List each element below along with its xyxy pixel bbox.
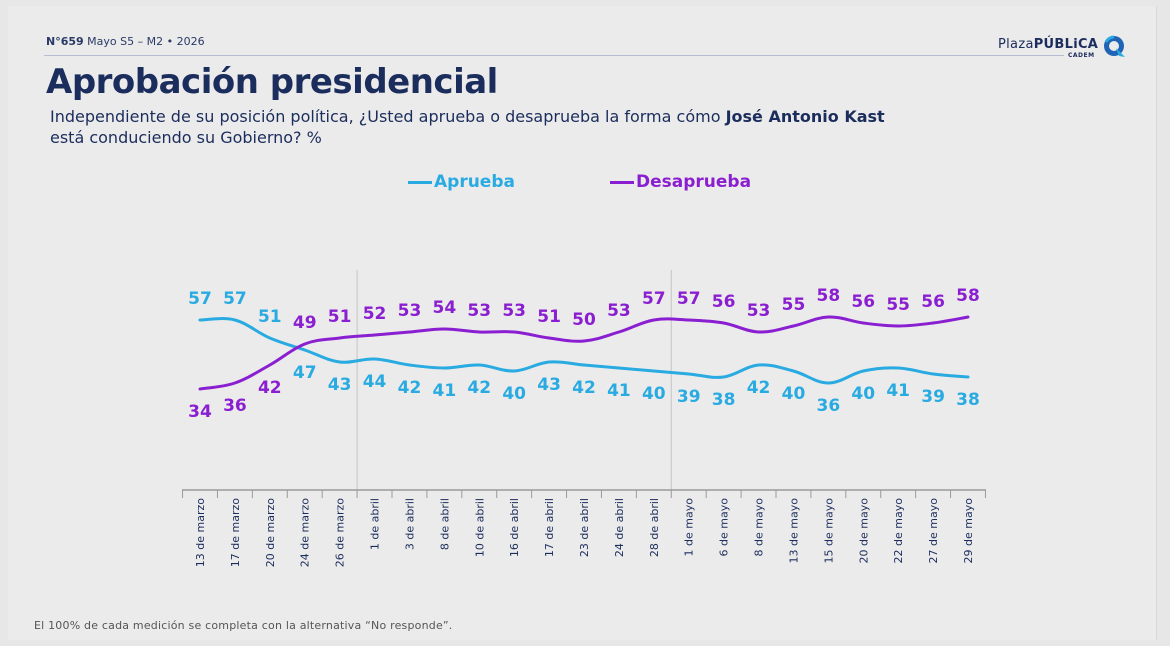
data-label-aprueba: 42 xyxy=(467,378,491,398)
data-label-aprueba: 57 xyxy=(223,289,247,309)
data-label-aprueba: 42 xyxy=(398,378,422,398)
tick-label: 16 de abril xyxy=(508,498,521,557)
data-label-aprueba: 41 xyxy=(886,381,910,401)
tick-label: 13 de marzo xyxy=(194,498,207,567)
data-label-desaprueba: 34 xyxy=(188,402,212,422)
brand-sub: CADEM xyxy=(1068,52,1095,59)
data-label-desaprueba: 58 xyxy=(956,286,980,306)
data-label-aprueba: 43 xyxy=(537,375,561,395)
data-label-aprueba: 44 xyxy=(363,372,387,392)
data-label-aprueba: 39 xyxy=(677,387,701,407)
tick-label: 13 de mayo xyxy=(787,498,800,564)
data-label-aprueba: 40 xyxy=(642,384,666,404)
legend-swatch-aprueba xyxy=(408,180,432,184)
data-label-desaprueba: 56 xyxy=(851,292,875,312)
data-label-aprueba: 38 xyxy=(712,390,736,410)
legend-swatch-desaprueba xyxy=(610,180,634,184)
data-label-aprueba: 40 xyxy=(782,384,806,404)
speech-bubble-icon xyxy=(1104,35,1125,57)
data-label-desaprueba: 53 xyxy=(607,301,631,321)
tick-label: 20 de mayo xyxy=(857,498,870,564)
question-text-2: está conduciendo su Gobierno? % xyxy=(50,128,322,147)
survey-question: Independiente de su posición política, ¿… xyxy=(50,106,970,148)
data-label-aprueba: 42 xyxy=(747,378,771,398)
data-label-desaprueba: 53 xyxy=(747,301,771,321)
report-period: Mayo S5 – M2 • 2026 xyxy=(87,35,205,48)
series-line-desaprueba xyxy=(198,315,970,391)
legend-item-desaprueba: Desaprueba xyxy=(610,172,751,192)
slide-card xyxy=(8,6,1157,640)
tick-label: 8 de abril xyxy=(438,498,451,550)
data-label-desaprueba: 53 xyxy=(502,301,526,321)
brand-bold: PÚBLiCA xyxy=(1033,37,1099,52)
data-label-desaprueba: 56 xyxy=(921,292,945,312)
data-label-desaprueba: 53 xyxy=(398,301,422,321)
data-label-desaprueba: 53 xyxy=(467,301,491,321)
legend-label-desaprueba: Desaprueba xyxy=(636,172,752,192)
tick-label: 27 de mayo xyxy=(927,498,940,564)
tick-label: 24 de abril xyxy=(613,498,626,557)
legend-item-aprueba: Aprueba xyxy=(408,172,515,192)
tick-label: 15 de mayo xyxy=(822,498,835,564)
tick-label: 3 de abril xyxy=(403,498,416,550)
data-label-aprueba: 47 xyxy=(293,363,317,383)
tick-label: 22 de mayo xyxy=(892,498,905,564)
data-label-aprueba: 41 xyxy=(607,381,631,401)
data-label-desaprueba: 55 xyxy=(782,295,806,315)
data-label-desaprueba: 51 xyxy=(328,307,352,327)
data-label-aprueba: 40 xyxy=(851,384,875,404)
data-label-desaprueba: 57 xyxy=(677,289,701,309)
data-label-desaprueba: 55 xyxy=(886,295,910,315)
data-label-aprueba: 41 xyxy=(433,381,457,401)
data-label-aprueba: 43 xyxy=(328,375,352,395)
tick-label: 10 de abril xyxy=(473,498,486,557)
tick-label: 17 de marzo xyxy=(229,498,242,567)
tick-label: 17 de abril xyxy=(543,498,556,557)
tick-label: 8 de mayo xyxy=(753,498,766,557)
tick-label: 20 de marzo xyxy=(264,498,277,567)
data-label-desaprueba: 52 xyxy=(363,304,387,324)
data-label-desaprueba: 50 xyxy=(572,310,596,330)
report-meta: N°659 Mayo S5 – M2 • 2026 xyxy=(46,35,205,48)
question-text-1: Independiente de su posición política, ¿… xyxy=(50,107,726,126)
question-bold: José Antonio Kast xyxy=(725,107,885,126)
tick-label: 26 de marzo xyxy=(334,498,347,567)
tick-label: 24 de marzo xyxy=(299,498,312,567)
tick-label: 23 de abril xyxy=(578,498,591,557)
legend-label-aprueba: Aprueba xyxy=(434,172,515,192)
data-label-desaprueba: 36 xyxy=(223,396,247,416)
data-label-aprueba: 36 xyxy=(817,396,841,416)
data-label-desaprueba: 42 xyxy=(258,378,282,398)
report-number: N°659 xyxy=(46,35,84,48)
tick-label: 1 de abril xyxy=(369,498,382,550)
tick-label: 1 de mayo xyxy=(683,498,696,557)
tick-label: 28 de abril xyxy=(648,498,661,557)
data-label-desaprueba: 51 xyxy=(537,307,561,327)
data-label-aprueba: 42 xyxy=(572,378,596,398)
tick-label: 6 de mayo xyxy=(718,498,731,557)
series-line-aprueba xyxy=(198,317,970,385)
data-label-aprueba: 39 xyxy=(921,387,945,407)
data-label-aprueba: 51 xyxy=(258,307,282,327)
data-label-desaprueba: 58 xyxy=(817,286,841,306)
brand-light: Plaza xyxy=(998,37,1034,52)
data-label-aprueba: 57 xyxy=(188,289,212,309)
header-divider xyxy=(44,55,1064,56)
data-label-aprueba: 38 xyxy=(956,390,980,410)
data-label-desaprueba: 49 xyxy=(293,313,317,333)
brand-logo: PlazaPÚBLiCA xyxy=(998,37,1098,52)
data-label-desaprueba: 56 xyxy=(712,292,736,312)
page-title: Aprobación presidencial xyxy=(46,62,498,102)
data-label-desaprueba: 54 xyxy=(433,298,457,318)
data-label-desaprueba: 57 xyxy=(642,289,666,309)
tick-label: 29 de mayo xyxy=(962,498,975,564)
data-label-aprueba: 40 xyxy=(502,384,526,404)
footnote: El 100% de cada medición se completa con… xyxy=(34,619,453,632)
